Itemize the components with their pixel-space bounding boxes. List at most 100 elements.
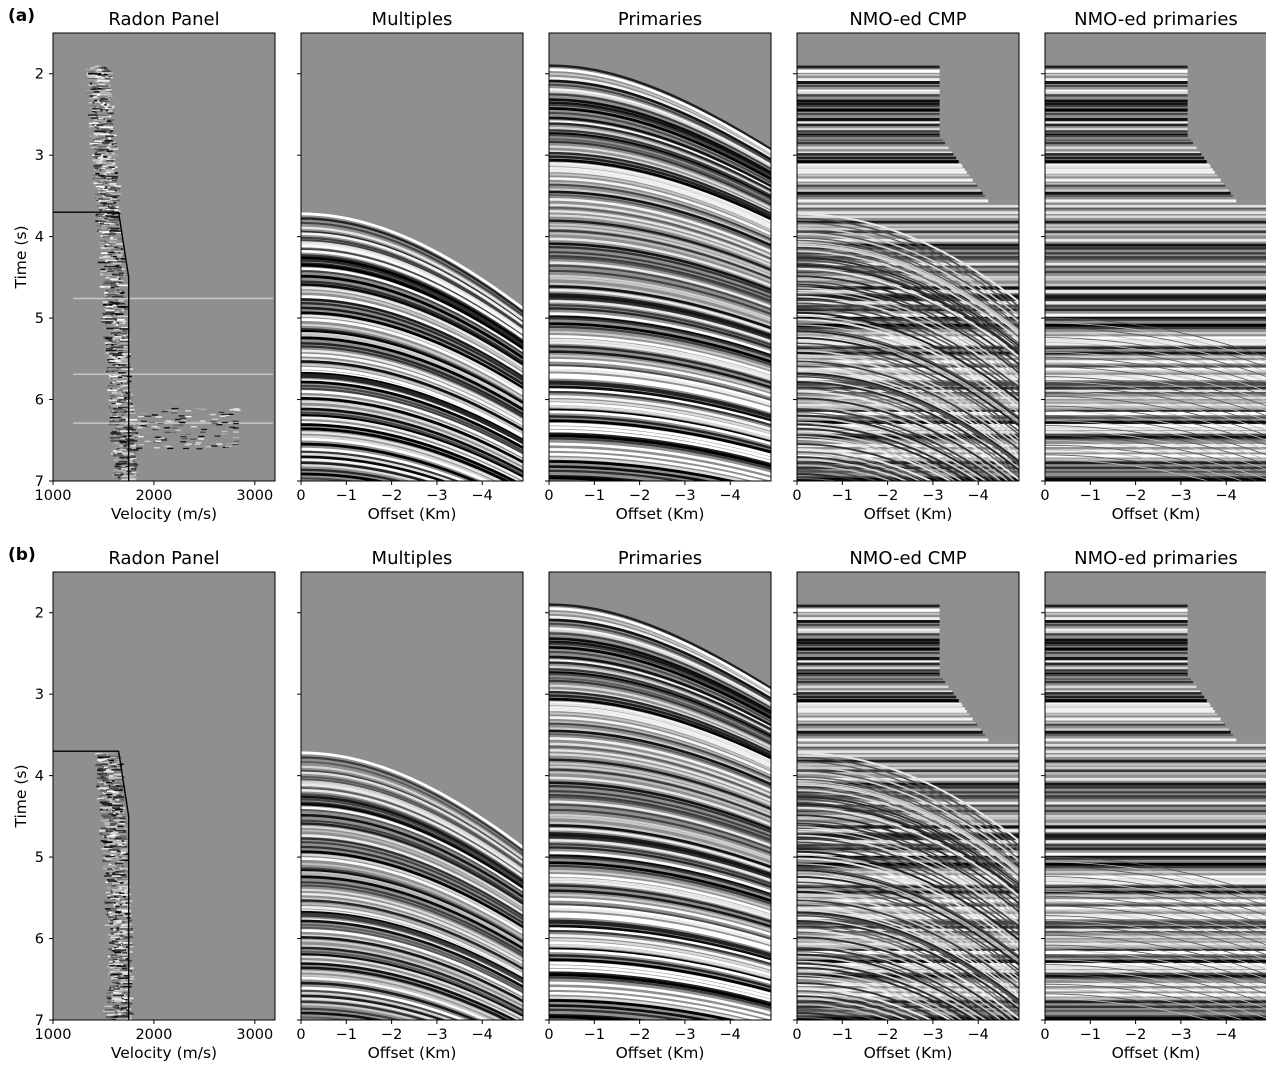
radon-energy [117,356,123,358]
radon-energy [99,148,109,151]
radon-energy [105,81,108,84]
radon-energy [118,401,125,404]
flattened-event [1045,386,1266,390]
radon-energy [124,879,127,882]
flattened-event [1045,857,1266,860]
radon-energy [108,385,120,388]
reflection-event [301,976,490,1020]
radon-energy [117,854,121,857]
reflection-event [301,771,523,864]
reflection-event [549,622,771,703]
flattened-event [797,949,1019,953]
radon-energy [121,980,134,983]
radon-energy [99,91,111,94]
radon-energy [102,224,106,227]
radon-energy [121,974,124,976]
reflection-event [549,677,771,743]
radon-energy [114,941,119,943]
radon-energy [91,110,97,113]
radon-energy [106,327,118,330]
flattened-event [1045,809,1266,813]
flattened-event [1045,974,1266,978]
radon-energy [127,463,136,466]
residual-multiple [797,388,1019,478]
radon-energy [101,231,110,234]
reflection-event [549,163,771,225]
seismic-image [53,65,273,481]
radon-energy [117,868,123,871]
x-tick-label: −4 [720,1027,741,1043]
radon-energy [113,285,119,288]
residual-multiple [797,370,1019,461]
radon-energy [126,424,133,427]
reflection-event [549,364,771,402]
radon-energy [233,408,240,410]
residual-multiple [797,884,1019,975]
radon-energy [119,871,129,873]
flattened-event [1045,112,1188,116]
reflection-event [549,706,771,766]
x-axis-label: Offset (Km) [1112,1044,1201,1062]
radon-energy [106,798,113,801]
radon-energy [120,1007,127,1009]
reflection-event [549,903,771,941]
residual-multiple [797,837,1019,928]
radon-energy [110,357,121,359]
stretch-event [1045,361,1266,402]
radon-energy [95,134,98,136]
flattened-event [797,728,981,731]
radon-energy [109,922,114,925]
radon-energy [116,1018,127,1020]
reflection-event [301,783,523,874]
flattened-event [1045,168,1213,172]
radon-energy [232,420,239,422]
stretch-event [1045,934,1266,975]
x-tick-label: 0 [544,488,553,504]
radon-energy [108,194,120,197]
radon-energy [113,778,124,781]
reflection-event [549,632,771,709]
flattened-event [1045,1017,1266,1020]
reflection-event [301,1007,403,1020]
radon-energy [107,253,119,256]
radon-energy [105,230,110,233]
radon-energy [113,998,122,1000]
stretch-event [1045,322,1266,363]
radon-energy [110,936,119,939]
radon-energy [163,427,170,429]
residual-multiple [797,960,980,1020]
radon-energy [95,73,108,76]
reflection-event [549,981,771,1015]
flattened-event [797,993,1019,997]
radon-energy [178,421,185,423]
radon-energy [110,236,113,239]
radon-energy [100,270,108,272]
radon-energy [90,117,103,119]
reflection-event [549,618,771,700]
radon-energy [104,757,113,760]
reflection-event [549,307,771,350]
radon-energy [94,132,105,135]
radon-energy [107,965,111,968]
radon-energy [95,75,102,78]
radon-energy [119,374,130,377]
radon-energy [110,309,121,311]
radon-energy [220,413,227,416]
reflection-event [549,315,771,357]
radon-energy [95,119,106,121]
radon-energy [96,145,106,147]
radon-energy [124,963,128,965]
residual-multiple [797,345,1019,436]
radon-energy [105,892,114,894]
flattened-event [1045,233,1266,236]
radon-energy [100,202,107,204]
radon-energy [115,911,122,913]
radon-energy [116,766,121,769]
reflection-event [549,64,771,151]
radon-energy [106,850,112,852]
residual-multiple [797,893,1019,983]
reflection-event [549,325,771,366]
radon-energy [105,871,114,874]
reflection-event [549,452,766,481]
radon-energy [113,459,122,462]
